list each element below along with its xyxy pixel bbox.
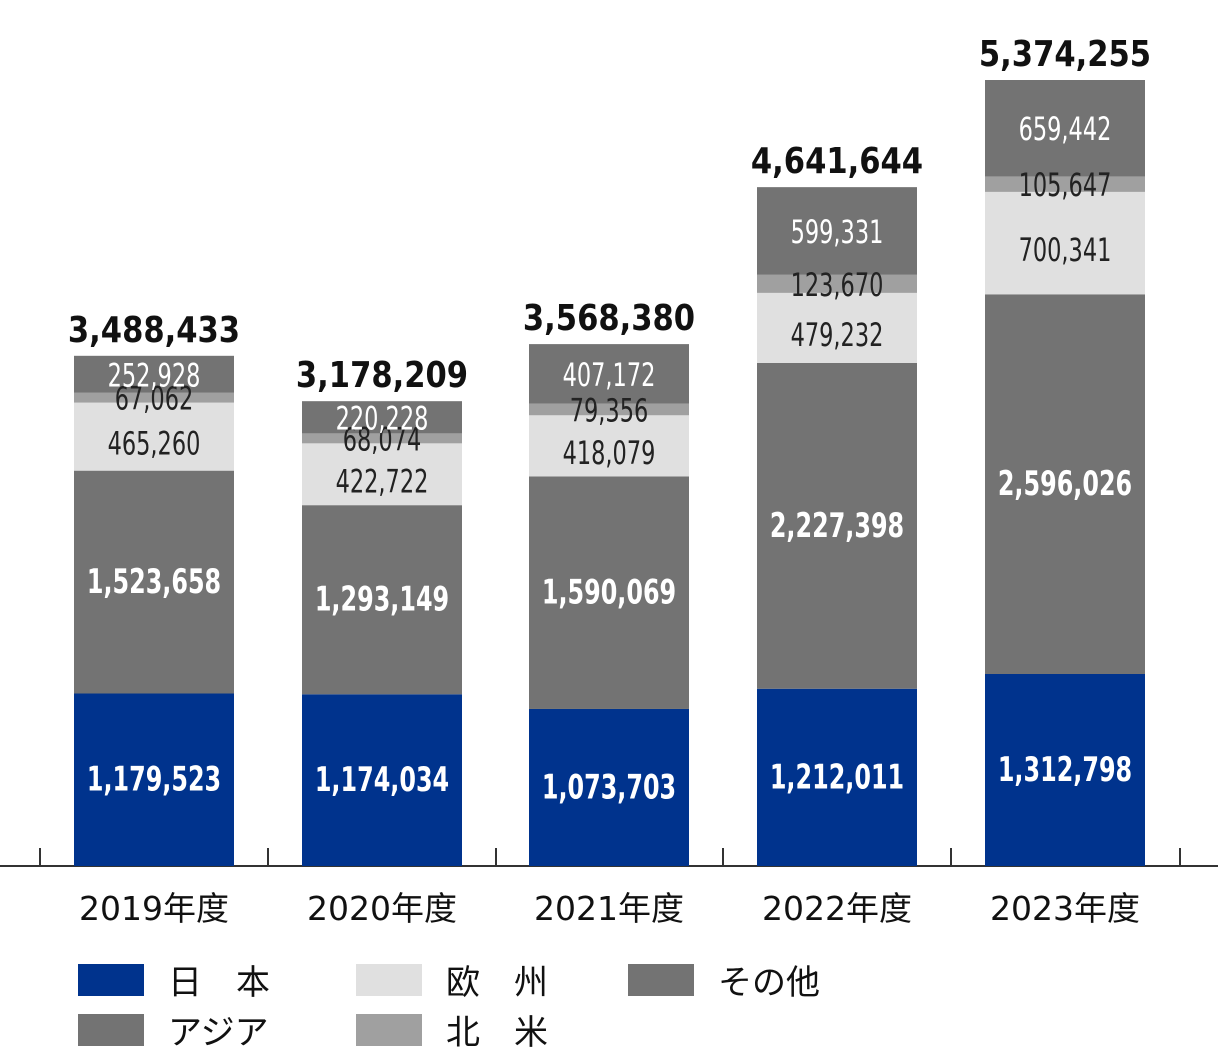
total-label-3: 4,641,644 bbox=[751, 140, 923, 182]
value-label-3-2: 479,232 bbox=[791, 316, 884, 354]
bar-segment-0-1 bbox=[74, 470, 234, 694]
value-label-1-3: 68,074 bbox=[343, 420, 422, 458]
category-label-3: 2022年度 bbox=[762, 889, 912, 928]
value-label-2-2: 418,079 bbox=[563, 434, 656, 472]
bar-segment-1-0 bbox=[302, 694, 462, 866]
value-label-0-3: 67,062 bbox=[115, 380, 194, 418]
value-label-4-3: 105,647 bbox=[1019, 166, 1112, 204]
bar-segment-4-0 bbox=[985, 673, 1145, 866]
category-label-1: 2020年度 bbox=[307, 889, 457, 928]
bar-segment-4-1 bbox=[985, 294, 1145, 674]
bar-segment-4-4 bbox=[985, 80, 1145, 177]
bar-segment-2-2 bbox=[529, 415, 689, 477]
bar-segment-0-0 bbox=[74, 693, 234, 866]
value-label-0-4: 252,928 bbox=[108, 356, 201, 394]
total-label-1: 3,178,209 bbox=[296, 354, 468, 396]
value-label-0-2: 465,260 bbox=[108, 425, 201, 463]
bar-segment-2-0 bbox=[529, 708, 689, 866]
category-label-0: 2019年度 bbox=[79, 889, 229, 928]
value-label-1-1: 1,293,149 bbox=[315, 581, 449, 620]
value-label-3-0: 1,212,011 bbox=[770, 758, 904, 797]
bar-segment-2-4 bbox=[529, 344, 689, 404]
category-label-4: 2023年度 bbox=[990, 889, 1140, 928]
bar-segment-3-0 bbox=[757, 688, 917, 866]
total-label-0: 3,488,433 bbox=[68, 308, 240, 350]
value-label-1-0: 1,174,034 bbox=[315, 761, 449, 800]
value-label-4-2: 700,341 bbox=[1019, 231, 1112, 269]
total-label-4: 5,374,255 bbox=[979, 33, 1151, 75]
bar-segment-3-1 bbox=[757, 362, 917, 689]
bar-segment-2-3 bbox=[529, 403, 689, 416]
value-label-1-2: 422,722 bbox=[336, 462, 429, 500]
value-label-4-4: 659,442 bbox=[1019, 110, 1112, 148]
bar-segment-1-3 bbox=[302, 433, 462, 444]
value-label-3-1: 2,227,398 bbox=[770, 507, 904, 546]
bar-segment-3-3 bbox=[757, 274, 917, 293]
value-label-1-4: 220,228 bbox=[336, 399, 429, 437]
value-label-3-3: 123,670 bbox=[791, 266, 884, 304]
value-label-2-1: 1,590,069 bbox=[542, 574, 676, 613]
bar-segment-2-1 bbox=[529, 476, 689, 709]
value-label-4-1: 2,596,026 bbox=[998, 465, 1132, 504]
bar-segment-0-2 bbox=[74, 402, 234, 471]
bar-segment-4-2 bbox=[985, 191, 1145, 295]
bar-segment-1-1 bbox=[302, 505, 462, 695]
value-label-2-0: 1,073,703 bbox=[542, 768, 676, 807]
value-label-2-3: 79,356 bbox=[570, 391, 649, 429]
category-label-2: 2021年度 bbox=[534, 889, 684, 928]
total-label-2: 3,568,380 bbox=[523, 297, 695, 339]
bar-segment-3-4 bbox=[757, 187, 917, 275]
value-label-0-1: 1,523,658 bbox=[87, 563, 221, 602]
bar-segment-1-4 bbox=[302, 401, 462, 434]
value-label-2-4: 407,172 bbox=[563, 356, 656, 394]
bar-segment-4-3 bbox=[985, 176, 1145, 192]
value-label-4-0: 1,312,798 bbox=[998, 751, 1132, 790]
bar-segment-1-2 bbox=[302, 443, 462, 506]
value-label-3-4: 599,331 bbox=[791, 213, 884, 251]
bar-segment-0-3 bbox=[74, 392, 234, 403]
value-label-0-0: 1,179,523 bbox=[87, 761, 221, 800]
bar-segment-0-4 bbox=[74, 355, 234, 393]
bar-segment-3-2 bbox=[757, 292, 917, 363]
